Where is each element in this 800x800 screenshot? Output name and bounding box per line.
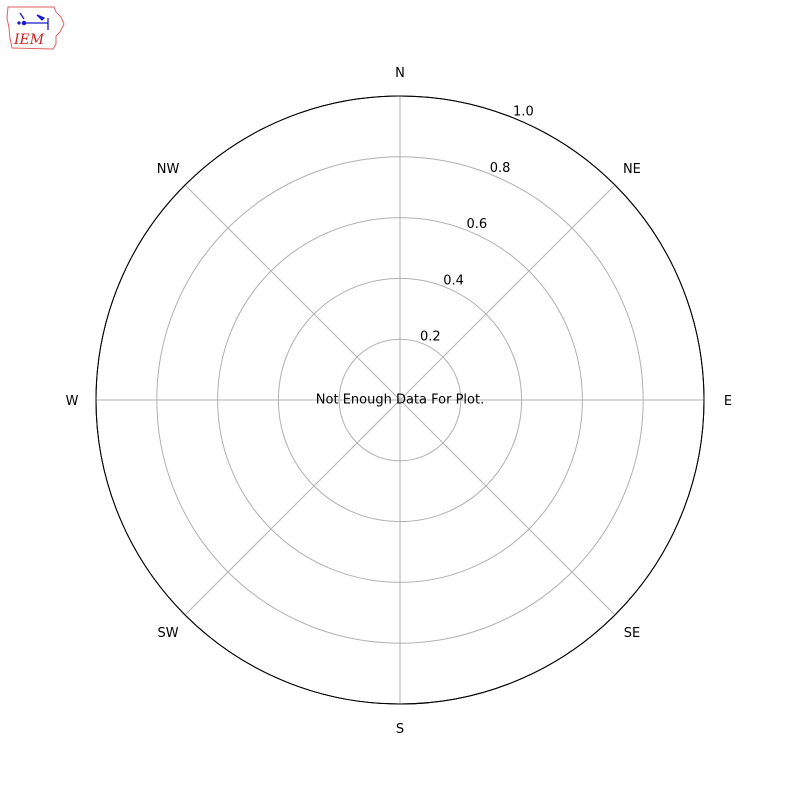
r-tick-label: 0.8	[490, 161, 511, 176]
direction-label-se: SE	[624, 626, 640, 641]
logo-text: IEM	[13, 32, 45, 48]
r-tick-label: 0.4	[443, 273, 464, 288]
no-data-message: Not Enough Data For Plot.	[316, 393, 484, 408]
direction-label-sw: SW	[158, 626, 179, 641]
direction-label-n: N	[395, 66, 405, 81]
angular-gridline	[399, 184, 616, 401]
direction-label-s: S	[396, 722, 404, 737]
r-tick-label: 0.6	[467, 217, 488, 232]
angular-gridline	[184, 399, 401, 616]
direction-label-ne: NE	[623, 162, 641, 177]
direction-label-e: E	[724, 394, 732, 409]
polar-frame	[95, 95, 705, 705]
r-tick-label: 1.0	[513, 105, 534, 120]
r-tick-label: 0.2	[420, 329, 441, 344]
angular-gridline	[184, 184, 401, 401]
angular-gridline	[399, 399, 616, 616]
iowa-outline	[6, 6, 65, 50]
iem-logo: IEM	[6, 6, 65, 50]
direction-label-nw: NW	[157, 162, 180, 177]
weather-symbol-icon	[17, 12, 49, 30]
direction-label-w: W	[66, 394, 79, 409]
